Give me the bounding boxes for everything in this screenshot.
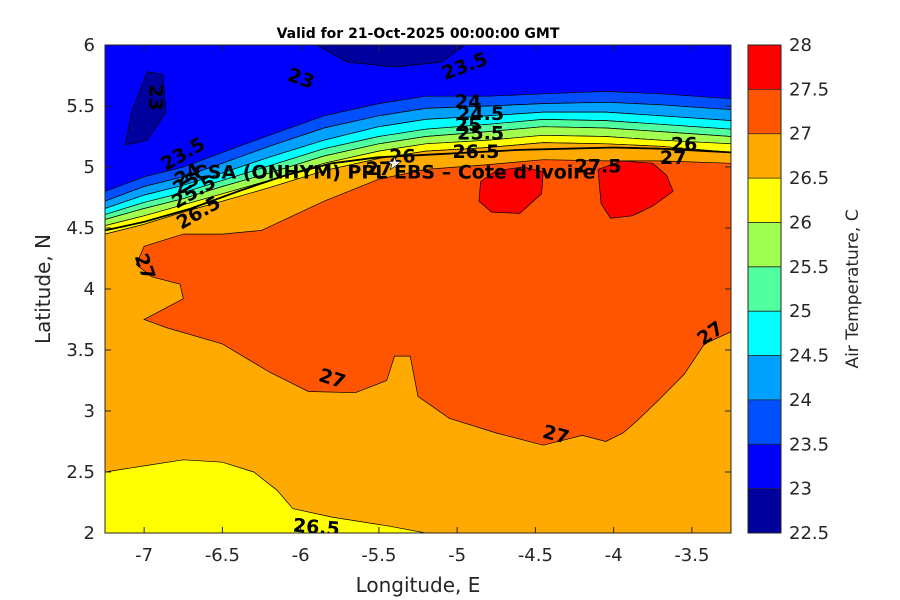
colorbar-swatch-7 (748, 178, 781, 223)
y-tick-label-3: 3.5 (66, 340, 95, 361)
x-tick-label-6: -4 (605, 545, 623, 566)
colorbar-tick-label-3: 24 (789, 390, 812, 411)
x-tick-label-0: -7 (135, 545, 153, 566)
contour-label-5: 24.5 (457, 103, 504, 125)
y-tick-label-4: 4 (84, 279, 95, 300)
colorbar-tick-label-11: 28 (789, 35, 812, 56)
x-axis-label: Longitude, E (356, 573, 481, 597)
contour-band-10 (135, 159, 731, 446)
contour-band-9 (105, 459, 426, 533)
colorbar-tick-label-8: 26.5 (789, 168, 829, 189)
y-tick-label-5: 4.5 (66, 218, 95, 239)
contour-label-9: 26.5 (452, 141, 499, 163)
coastline-layer (105, 146, 731, 232)
coastline (105, 146, 731, 232)
site-star-icon: ★ (386, 153, 402, 174)
contour-label-21: 27.5 (575, 156, 622, 178)
colorbar-swatch-9 (748, 89, 781, 134)
y-tick-label-8: 6 (84, 35, 95, 56)
x-tick-label-1: -6.5 (205, 545, 240, 566)
x-tick-label-3: -5.5 (361, 545, 396, 566)
x-tick-label-2: -6 (292, 545, 310, 566)
x-tick-label-7: -3.5 (674, 545, 709, 566)
contour-label-1: 23 (145, 84, 167, 110)
contour-label-7: 25.5 (457, 123, 504, 145)
colorbar-tick-label-9: 27 (789, 124, 812, 145)
contour-band-1 (124, 71, 167, 146)
site-marker-layer: ★CSA (ONHYM) PPL EBS – Cote d’Ivoire (194, 153, 596, 183)
x-tick-label-4: -5 (448, 545, 466, 566)
y-tick-label-2: 3 (84, 401, 95, 422)
colorbar-tick-label-10: 27.5 (789, 79, 829, 100)
colorbar-swatch-1 (748, 444, 781, 489)
contour-label-20: 26 (671, 134, 697, 156)
contour-label-14: 27 (366, 158, 392, 180)
contour-label-8: 26 (389, 146, 415, 168)
y-tick-label-0: 2 (84, 523, 95, 544)
colorbar-tick-label-2: 23.5 (789, 434, 829, 455)
colorbar-label: Air Temperature, C (843, 209, 863, 368)
contour-fill-layer (105, 45, 731, 533)
colorbar-swatch-3 (748, 355, 781, 400)
y-tick-label-1: 2.5 (66, 462, 95, 483)
y-axis-label: Latitude, N (31, 234, 55, 344)
colorbar-swatch-2 (748, 399, 781, 445)
colorbar-swatch-8 (748, 133, 781, 179)
colorbar-tick-label-4: 24.5 (789, 346, 829, 367)
contour-band-11 (478, 166, 544, 214)
colorbar: 22.5 23 23.5 24 24.5 25 25.5 26 26.5 27 27.5 28 (747, 35, 829, 544)
colorbar-swatch-5 (748, 266, 781, 312)
y-tick-label-7: 5.5 (66, 96, 95, 117)
y-axis: 2 2.5 3 3.5 4 4.5 5 5.5 6 (66, 35, 731, 544)
x-tick-label-5: -4.5 (518, 545, 553, 566)
contour-band-12 (597, 160, 674, 219)
colorbar-tick-label-7: 26 (789, 212, 812, 233)
contour-band-0 (316, 45, 466, 68)
colorbar-tick-label-5: 25 (789, 301, 812, 322)
colorbar-tick-label-6: 25.5 (789, 257, 829, 278)
colorbar-swatch-0 (748, 488, 781, 533)
chart-title: Valid for 21-Oct-2025 00:00:00 GMT (277, 26, 560, 42)
colorbar-tick-label-0: 22.5 (789, 523, 829, 544)
contour-label-6: 25 (455, 114, 481, 136)
site-label: CSA (ONHYM) PPL EBS – Cote d’Ivoire (194, 161, 596, 183)
colorbar-tick-label-1: 23 (789, 479, 812, 500)
contour-label-19: 27 (660, 147, 686, 169)
y-tick-label-6: 5 (84, 157, 95, 178)
colorbar-swatch-4 (748, 311, 781, 356)
colorbar-swatch-10 (748, 45, 781, 90)
contour-label-22: 26.5 (292, 515, 341, 541)
x-axis: -7 -6.5 -6 -5.5 -5 -4.5 -4 -3.5 (135, 45, 709, 566)
contour-label-4: 24 (455, 91, 481, 113)
colorbar-swatch-6 (748, 222, 781, 267)
